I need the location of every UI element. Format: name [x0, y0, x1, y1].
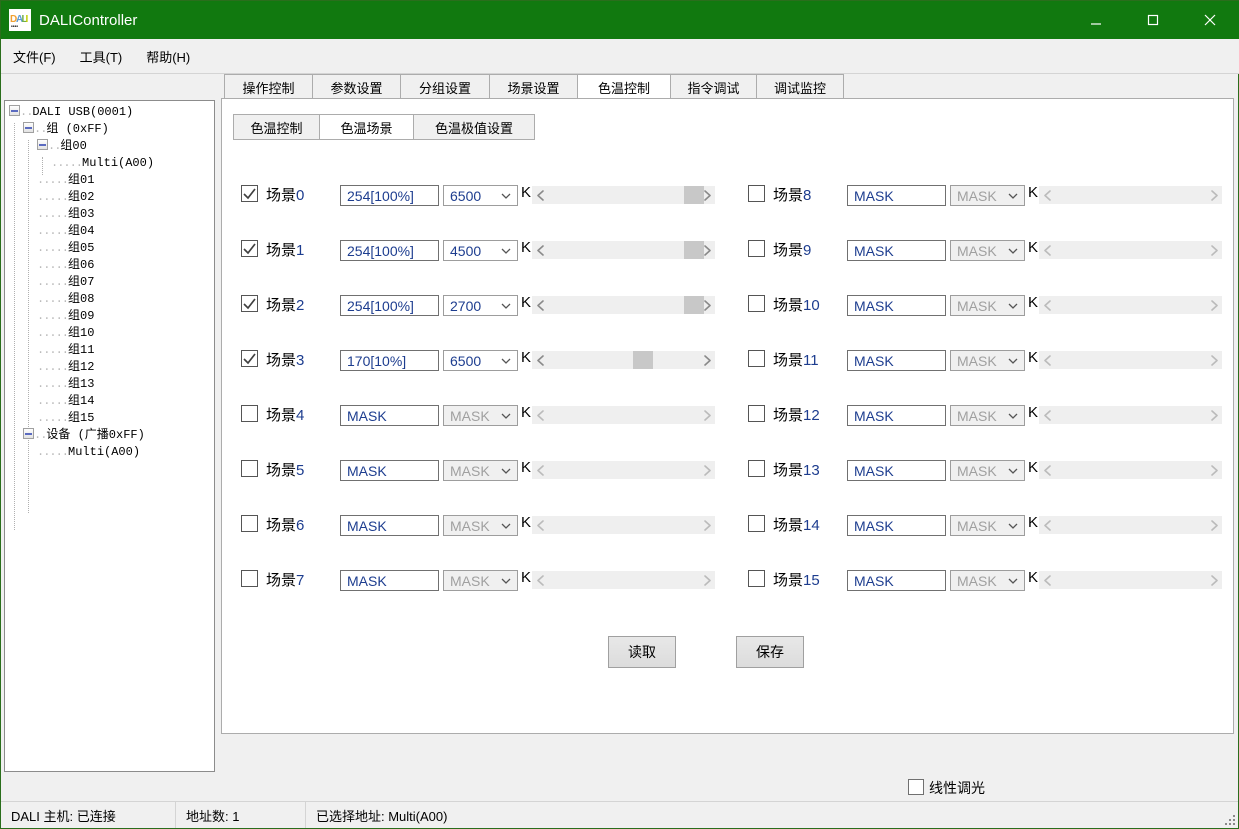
svg-text:I: I: [26, 14, 29, 25]
svg-text:••••: ••••: [11, 24, 18, 30]
